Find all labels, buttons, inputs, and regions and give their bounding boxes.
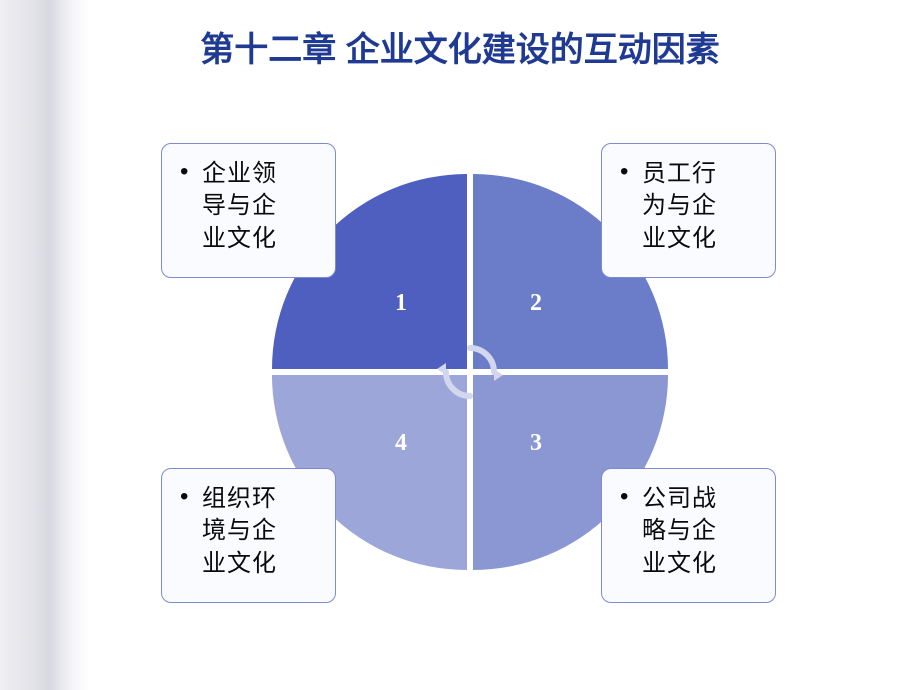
- label-box-4-line3: 业文化: [202, 550, 277, 577]
- label-box-4-line2: 境与企: [202, 517, 277, 544]
- quadrant-circle: [0, 0, 920, 690]
- label-box-2-text: 员工行 为与企 业文化: [642, 158, 759, 255]
- label-box-1-text: 企业领 导与企 业文化: [202, 158, 319, 255]
- quadrant-number-2: 2: [530, 290, 542, 317]
- label-box-2: • 员工行 为与企 业文化: [601, 143, 776, 278]
- bullet-icon: •: [620, 483, 628, 511]
- bullet-icon: •: [180, 483, 188, 511]
- label-box-1-line1: 企业领: [202, 160, 277, 187]
- label-box-2-line1: 员工行: [642, 160, 717, 187]
- label-box-3-line3: 业文化: [642, 550, 717, 577]
- label-box-3: • 公司战 略与企 业文化: [601, 468, 776, 603]
- label-box-3-line1: 公司战: [642, 485, 717, 512]
- label-box-2-line3: 业文化: [642, 225, 717, 252]
- label-box-3-text: 公司战 略与企 业文化: [642, 483, 759, 580]
- label-box-4: • 组织环 境与企 业文化: [161, 468, 336, 603]
- label-box-4-text: 组织环 境与企 业文化: [202, 483, 319, 580]
- label-box-4-line1: 组织环: [202, 485, 277, 512]
- quadrant-number-4: 4: [395, 430, 407, 457]
- bullet-icon: •: [180, 158, 188, 186]
- label-box-3-line2: 略与企: [642, 517, 717, 544]
- label-box-2-line2: 为与企: [642, 192, 717, 219]
- label-box-1-line2: 导与企: [202, 192, 277, 219]
- quadrant-number-1: 1: [395, 290, 407, 317]
- bullet-icon: •: [620, 158, 628, 186]
- label-box-1: • 企业领 导与企 业文化: [161, 143, 336, 278]
- label-box-1-line3: 业文化: [202, 225, 277, 252]
- quadrant-number-3: 3: [530, 430, 542, 457]
